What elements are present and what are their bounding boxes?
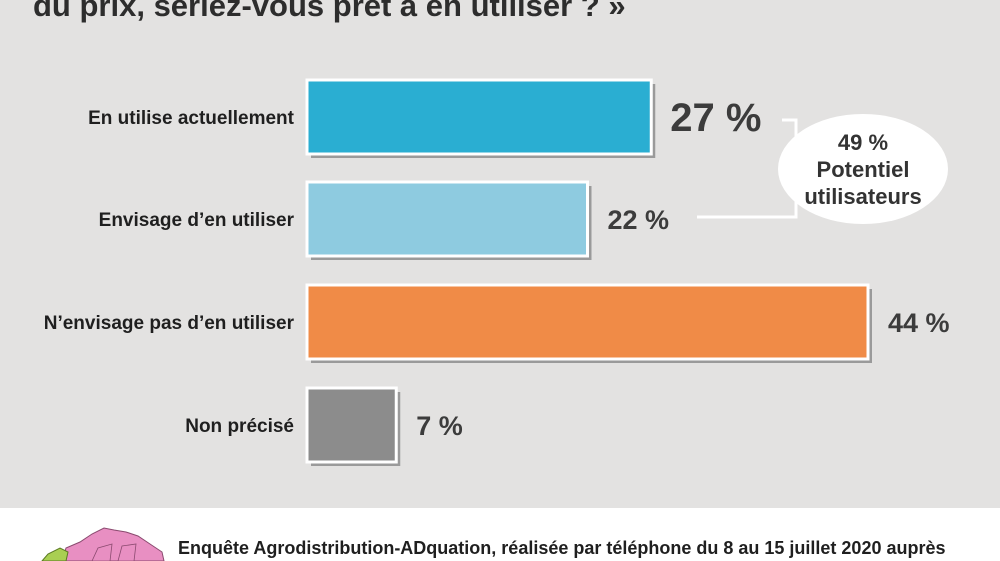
category-label: Non précisé bbox=[185, 416, 294, 437]
value-label: 27 % bbox=[670, 96, 761, 140]
bar bbox=[305, 386, 398, 464]
value-label: 44 % bbox=[888, 308, 950, 338]
potential-users-value: 49 % bbox=[837, 129, 889, 155]
footer: Enquête Agrodistribution-ADquation, réal… bbox=[0, 508, 1000, 561]
bar bbox=[305, 283, 870, 361]
bar-chart: En utilise actuellement 27 % Envisage d’en… bbox=[44, 78, 950, 466]
category-label: N’envisage pas d’en utiliser bbox=[44, 313, 295, 334]
bar bbox=[305, 78, 653, 156]
value-label: 7 % bbox=[416, 411, 463, 441]
bar bbox=[305, 180, 589, 258]
potential-users-bubble: 49 % Potentiel utilisateurs bbox=[778, 114, 948, 224]
category-label: En utilise actuellement bbox=[88, 108, 295, 129]
potential-users-line1: Potentiel bbox=[816, 156, 910, 182]
chart-title-line2: du prix, seriez-vous prêt à en utiliser … bbox=[33, 0, 626, 23]
category-label: Envisage d’en utiliser bbox=[99, 210, 295, 231]
value-label: 22 % bbox=[608, 205, 670, 235]
footer-source-text: Enquête Agrodistribution-ADquation, réal… bbox=[178, 538, 946, 558]
chart-title: du prix, seriez-vous prêt à en utiliser … bbox=[33, 0, 993, 26]
potential-users-line2: utilisateurs bbox=[804, 183, 922, 209]
france-map-icon bbox=[41, 527, 165, 561]
